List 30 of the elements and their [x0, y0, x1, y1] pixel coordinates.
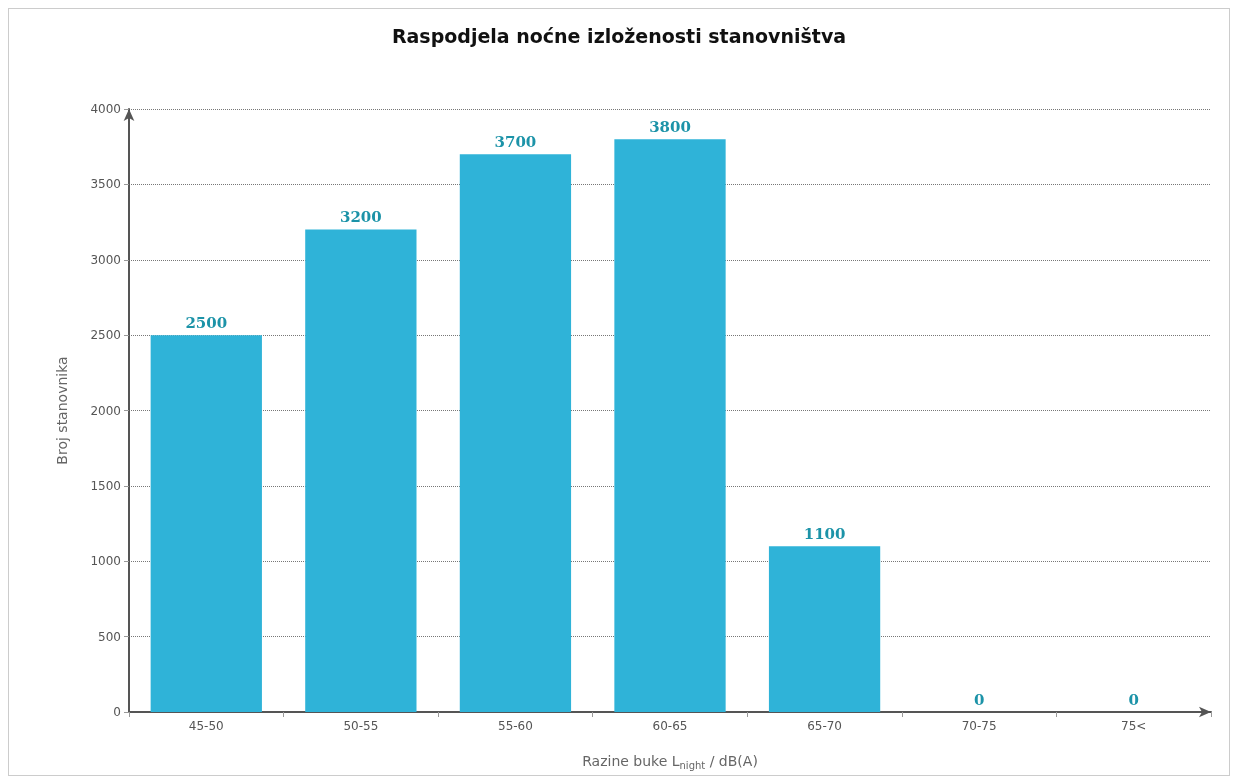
data-label: 1100	[803, 524, 846, 543]
data-label: 3200	[339, 208, 382, 227]
x-tick-label: 45-50	[188, 719, 224, 733]
x-tick-label: 75<	[1121, 719, 1147, 733]
x-tick-label: 50-55	[343, 719, 379, 733]
y-tick-label: 500	[98, 629, 121, 644]
y-tick-label: 1000	[90, 554, 121, 569]
y-tick-label: 2500	[90, 328, 121, 343]
y-tick-label: 0	[113, 705, 121, 719]
x-tick-label: 55-60	[497, 719, 533, 733]
y-axis-title: Broj stanovnika	[54, 356, 70, 465]
data-label: 0	[1128, 690, 1139, 709]
data-label: 3700	[494, 132, 537, 151]
bar	[768, 546, 881, 712]
y-tick-label: 3500	[90, 177, 121, 192]
data-label: 3800	[649, 117, 691, 136]
y-tick-label: 3000	[90, 252, 121, 267]
x-tick-label: 60-65	[652, 719, 688, 733]
bar	[150, 335, 262, 712]
bar	[459, 154, 572, 712]
bar	[305, 229, 417, 712]
data-label: 2500	[185, 313, 228, 332]
y-tick-label: 4000	[90, 102, 121, 116]
bar	[614, 139, 726, 712]
x-tick-label: 65-70	[807, 719, 843, 733]
chart-title: Raspodjela noćne izloženosti stanovništva	[391, 24, 847, 47]
y-tick-label: 1500	[90, 478, 121, 493]
x-tick-label: 70-75	[961, 719, 997, 733]
y-tick-label: 2000	[90, 403, 121, 418]
data-label: 0	[973, 690, 985, 709]
